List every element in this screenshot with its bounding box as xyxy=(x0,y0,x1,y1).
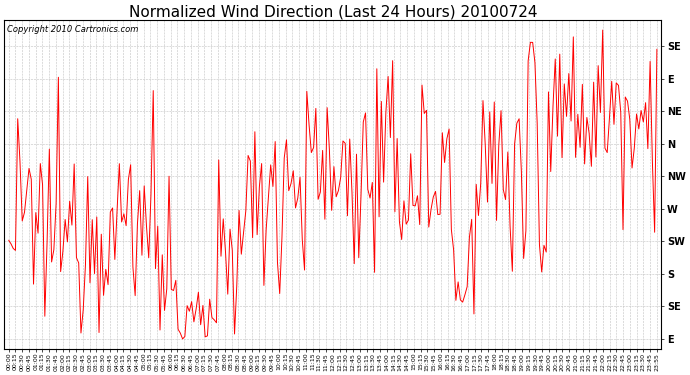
Title: Normalized Wind Direction (Last 24 Hours) 20100724: Normalized Wind Direction (Last 24 Hours… xyxy=(128,4,537,19)
Text: Copyright 2010 Cartronics.com: Copyright 2010 Cartronics.com xyxy=(8,25,139,34)
